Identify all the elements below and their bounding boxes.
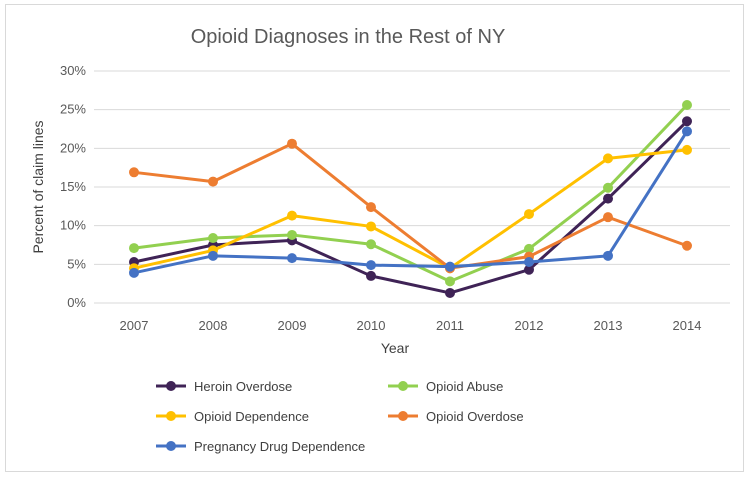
data-point (524, 264, 534, 275)
x-tick-label: 2011 (436, 318, 464, 333)
data-point (208, 176, 218, 187)
x-tick-label: 2013 (594, 318, 623, 333)
x-tick-label: 2012 (515, 318, 544, 333)
legend-swatch-marker (166, 411, 176, 421)
legend-label: Opioid Abuse (426, 379, 503, 394)
data-point (445, 287, 455, 298)
y-tick-label: 25% (60, 102, 86, 117)
series-line (133, 130, 689, 275)
legend-item: Pregnancy Drug Dependence (156, 439, 365, 454)
chart-title: Opioid Diagnoses in the Rest of NY (191, 26, 506, 48)
data-point (603, 182, 613, 193)
series-4 (129, 126, 692, 278)
data-point (524, 257, 534, 268)
data-point (208, 250, 218, 261)
data-point (366, 221, 376, 232)
data-point (208, 233, 218, 244)
data-point (682, 116, 692, 127)
legend-swatch-marker (398, 411, 408, 421)
legend-label: Pregnancy Drug Dependence (194, 439, 365, 454)
series-line (133, 103, 689, 283)
data-point (129, 243, 139, 254)
data-point (287, 229, 297, 240)
legend-item: Heroin Overdose (156, 379, 292, 394)
x-tick-label: 2010 (357, 318, 386, 333)
series-3 (129, 138, 692, 274)
data-point (366, 270, 376, 281)
legend-item: Opioid Dependence (156, 409, 309, 424)
y-axis-label: Percent of claim lines (30, 120, 46, 253)
x-tick-labels: 2007 2008 2009 2010 2011 2012 2013 2014 (120, 318, 702, 333)
data-point (445, 276, 455, 287)
series-line (133, 142, 688, 270)
data-point (603, 193, 613, 204)
series-0 (129, 116, 692, 298)
data-point (287, 210, 297, 221)
data-point (366, 202, 376, 213)
y-tick-labels: 0% 5% 10% 15% 20% 25% 30% (60, 63, 86, 310)
data-point (682, 126, 692, 137)
x-axis-label: Year (381, 340, 410, 356)
y-tick-label: 10% (60, 218, 86, 233)
data-point (603, 212, 613, 223)
chart-frame: Opioid Diagnoses in the Rest of NY 0% 5% 1… (5, 4, 744, 472)
line-chart: Opioid Diagnoses in the Rest of NY 0% 5% 1… (30, 26, 730, 454)
legend-label: Opioid Overdose (426, 409, 524, 424)
x-tick-label: 2014 (673, 318, 702, 333)
legend-swatch-marker (166, 381, 176, 391)
y-tick-label: 30% (60, 63, 86, 78)
y-tick-label: 15% (60, 179, 86, 194)
legend: Heroin Overdose Opioid Abuse Opioid Depend… (156, 379, 524, 454)
x-tick-label: 2007 (120, 318, 149, 333)
legend-item: Opioid Abuse (388, 379, 503, 394)
x-tick-label: 2009 (278, 318, 307, 333)
y-tick-label: 20% (60, 140, 86, 155)
data-point (287, 138, 297, 149)
data-point (129, 167, 139, 178)
y-tick-label: 5% (67, 256, 86, 271)
legend-swatch-marker (398, 381, 408, 391)
series-lines (129, 100, 692, 298)
data-point (682, 100, 692, 111)
legend-label: Heroin Overdose (194, 379, 292, 394)
data-point (366, 260, 376, 271)
legend-item: Opioid Overdose (388, 409, 524, 424)
legend-label: Opioid Dependence (194, 409, 309, 424)
data-point (524, 243, 534, 254)
legend-swatch-marker (166, 441, 176, 451)
data-point (445, 261, 455, 272)
data-point (603, 153, 613, 164)
y-tick-label: 0% (67, 295, 86, 310)
series-line (133, 148, 688, 270)
data-point (366, 239, 376, 250)
x-tick-label: 2008 (199, 318, 228, 333)
data-point (129, 267, 139, 278)
data-point (603, 250, 613, 261)
gridlines (94, 70, 730, 304)
data-point (682, 240, 692, 251)
data-point (682, 144, 692, 155)
data-point (524, 209, 534, 220)
data-point (287, 253, 297, 264)
series-1 (129, 100, 692, 287)
